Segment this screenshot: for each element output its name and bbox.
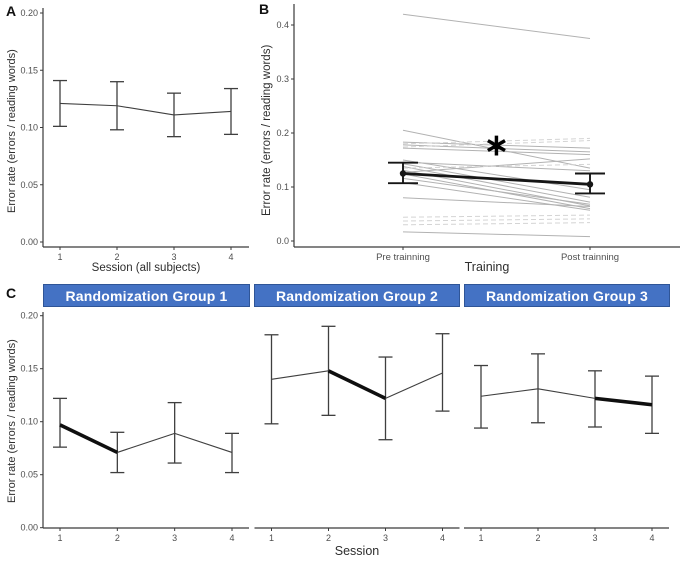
y-tick-label: 0.20 xyxy=(20,311,38,321)
x-tick-label: 1 xyxy=(478,533,483,543)
panel-c-x-axis-title: Session xyxy=(334,544,380,558)
subject-line xyxy=(402,13,591,39)
y-tick-label: 0.05 xyxy=(20,470,38,480)
panel-a-label: A xyxy=(6,3,17,19)
y-tick-label: 0.05 xyxy=(20,180,38,190)
mean-line-segment xyxy=(271,370,329,380)
x-tick-label: 3 xyxy=(383,533,388,543)
x-tick-label: 4 xyxy=(440,533,445,543)
subject-line xyxy=(402,182,591,211)
subject-line xyxy=(402,137,591,145)
subject-line xyxy=(402,214,591,218)
x-tick-label: 4 xyxy=(649,533,654,543)
facet-header-group-3: Randomization Group 3 xyxy=(464,284,670,307)
mean-point xyxy=(586,181,594,188)
x-tick-label: 2 xyxy=(115,533,120,543)
y-tick-label: 0.2 xyxy=(276,128,289,138)
subject-line xyxy=(402,140,591,148)
y-tick-label: 0.15 xyxy=(20,65,38,75)
subject-line xyxy=(402,129,591,169)
subject-line xyxy=(402,231,591,238)
y-tick-label: 0.10 xyxy=(20,417,38,427)
mean-line-segment xyxy=(537,388,596,399)
panel-b-x-axis-title: Training xyxy=(464,260,510,274)
x-tick-label: 4 xyxy=(228,252,233,262)
subject-line xyxy=(402,147,591,156)
y-tick-label: 0.0 xyxy=(276,236,289,246)
x-tick-label: 3 xyxy=(592,533,597,543)
panel-a-x-axis-title: Session (all subjects) xyxy=(91,262,201,274)
x-tick-label: 2 xyxy=(114,252,119,262)
significance-asterisk: ∗ xyxy=(484,129,509,162)
panel-b-label: B xyxy=(259,1,270,17)
x-tick-label: 1 xyxy=(57,252,62,262)
subject-line xyxy=(402,161,591,172)
mean-line-bold-segment xyxy=(59,423,119,455)
x-tick-label: 3 xyxy=(171,252,176,262)
x-tick-label: 3 xyxy=(172,533,177,543)
panel-a-plot: 0.00 0.05 0.10 0.15 0.20 1 2 3 4 xyxy=(20,8,249,262)
mean-line-segment xyxy=(117,432,175,453)
facet-header-group-1: Randomization Group 1 xyxy=(43,284,250,307)
mean-line-segment xyxy=(385,372,443,399)
y-tick-label: 0.3 xyxy=(276,74,289,84)
x-tick-label: Post trainning xyxy=(561,252,619,263)
x-tick-label: 2 xyxy=(535,533,540,543)
panel-c-plot: 0.00 0.05 0.10 0.15 0.20 1 2 3 4 1 2 3 4 1 2 3 4 xyxy=(20,311,669,543)
x-tick-label: 1 xyxy=(57,533,62,543)
x-tick-label: 1 xyxy=(269,533,274,543)
subject-line xyxy=(402,163,591,198)
x-tick-label: Pre trainning xyxy=(376,252,430,263)
x-tick-label: 2 xyxy=(326,533,331,543)
mean-point xyxy=(399,170,407,177)
mean-line-segment xyxy=(59,102,118,107)
subject-line xyxy=(402,141,591,149)
panel-b-plot: 0.0 0.1 0.2 0.3 0.4 Pre trainning Post trainni… xyxy=(276,4,680,263)
mean-line xyxy=(402,172,591,186)
panel-c-label: C xyxy=(6,285,17,301)
y-tick-label: 0.20 xyxy=(20,8,38,18)
y-tick-label: 0.00 xyxy=(20,523,38,533)
y-tick-label: 0.10 xyxy=(20,123,38,133)
subject-line xyxy=(402,197,591,207)
x-tick-label: 4 xyxy=(229,533,234,543)
subject-line xyxy=(402,177,591,205)
subject-line xyxy=(402,218,591,222)
subject-line xyxy=(402,222,591,226)
y-tick-label: 0.15 xyxy=(20,364,38,374)
mean-line-segment xyxy=(173,110,232,116)
mean-line-segment xyxy=(174,432,233,453)
y-tick-label: 0.1 xyxy=(276,182,289,192)
subject-line xyxy=(402,165,591,203)
subject-line xyxy=(402,163,591,169)
subject-line xyxy=(402,159,591,191)
mean-line-segment xyxy=(480,388,539,397)
mean-line-bold-segment xyxy=(327,369,387,401)
mean-line-bold-segment xyxy=(594,396,653,407)
subject-line xyxy=(402,158,591,173)
y-tick-label: 0.4 xyxy=(276,20,289,30)
mean-line-segment xyxy=(116,105,175,116)
subject-line xyxy=(402,144,591,153)
facet-header-group-2: Randomization Group 2 xyxy=(254,284,460,307)
y-tick-label: 0.00 xyxy=(20,237,38,247)
